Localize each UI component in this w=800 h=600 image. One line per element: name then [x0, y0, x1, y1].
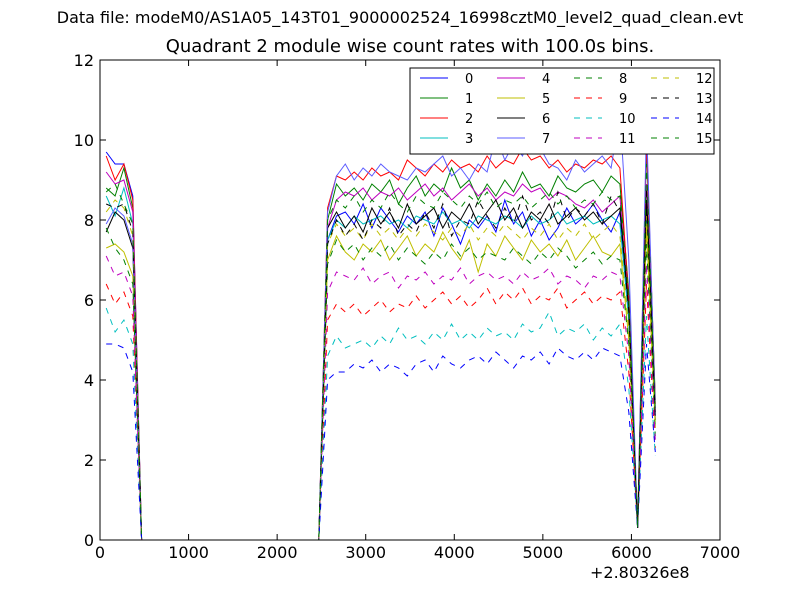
series-line-12: [105, 199, 656, 541]
y-tick-label: 2: [84, 451, 94, 470]
legend-label-12: 12: [696, 72, 713, 87]
legend-label-13: 13: [696, 92, 713, 107]
chart-title: Quadrant 2 module wise count rates with …: [165, 36, 655, 57]
y-tick-label: 12: [74, 51, 94, 70]
legend-label-10: 10: [619, 112, 636, 127]
x-tick-label: 4000: [434, 543, 475, 562]
x-tick-label: 5000: [522, 543, 563, 562]
y-tick-label: 0: [84, 531, 94, 550]
x-tick-label: 6000: [611, 543, 652, 562]
y-tick-label: 10: [74, 131, 94, 150]
figure-suptitle: Data file: modeM0/AS1A05_143T01_90000025…: [56, 8, 744, 27]
legend-label-4: 4: [542, 72, 550, 87]
legend-label-1: 1: [465, 92, 473, 107]
legend-label-14: 14: [696, 112, 713, 127]
x-tick-label: 7000: [700, 543, 741, 562]
series-line-11: [105, 255, 656, 541]
series-line-9: [105, 283, 656, 541]
legend-label-6: 6: [542, 112, 550, 127]
series-line-8: [105, 227, 656, 541]
x-tick-label: 0: [95, 543, 105, 562]
legend-label-5: 5: [542, 92, 550, 107]
x-tick-label: 3000: [345, 543, 386, 562]
series-line-15: [105, 163, 656, 541]
legend-label-2: 2: [465, 112, 473, 127]
legend-label-7: 7: [542, 132, 550, 147]
y-tick-label: 4: [84, 371, 94, 390]
series-line-2: [105, 139, 656, 541]
series-line-1: [105, 147, 656, 541]
series-lines: [105, 111, 656, 541]
series-line-6: [105, 199, 656, 541]
legend-label-15: 15: [696, 132, 713, 147]
series-line-5: [105, 227, 656, 541]
legend-label-9: 9: [619, 92, 627, 107]
series-line-10: [105, 307, 656, 541]
y-tick-label: 8: [84, 211, 94, 230]
legend-label-3: 3: [465, 132, 473, 147]
legend-box: [409, 67, 715, 155]
x-tick-label: 1000: [168, 543, 209, 562]
legend-label-11: 11: [619, 132, 636, 147]
x-tick-label: 2000: [257, 543, 298, 562]
legend-label-0: 0: [465, 72, 473, 87]
x-axis-offset-label: +2.80326e8: [590, 563, 690, 582]
y-tick-label: 6: [84, 291, 94, 310]
series-line-14: [106, 343, 656, 541]
legend-label-8: 8: [619, 72, 627, 87]
